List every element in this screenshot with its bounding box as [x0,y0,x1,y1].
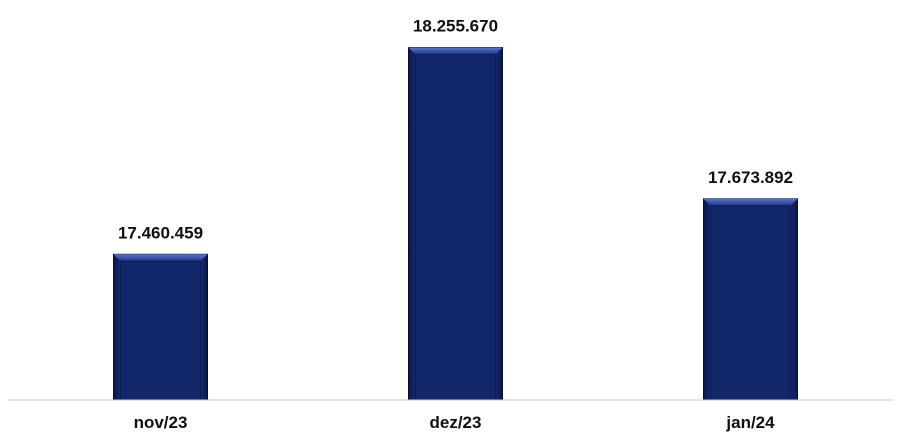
x-tick-label: dez/23 [430,413,482,432]
bar-face [120,260,201,401]
bar-face [710,205,791,401]
bar-bevel [703,198,798,206]
data-label: 18.255.670 [413,17,498,36]
bar-bevel [113,254,208,262]
bars-layer [113,47,798,401]
bar-bevel [408,47,503,55]
x-axis-ticks: nov/23 dez/23 jan/24 [134,413,776,432]
data-label: 17.673.892 [708,168,793,187]
bar-jan-24 [703,198,798,401]
x-tick-label: nov/23 [134,413,188,432]
data-label: 17.460.459 [118,223,203,242]
x-tick-label: jan/24 [725,413,775,432]
bar-face [415,54,496,401]
bar-nov-23 [113,253,208,401]
bar-dez-23 [408,47,503,401]
data-labels-layer: 17.460.459 18.255.670 17.673.892 [118,17,793,243]
